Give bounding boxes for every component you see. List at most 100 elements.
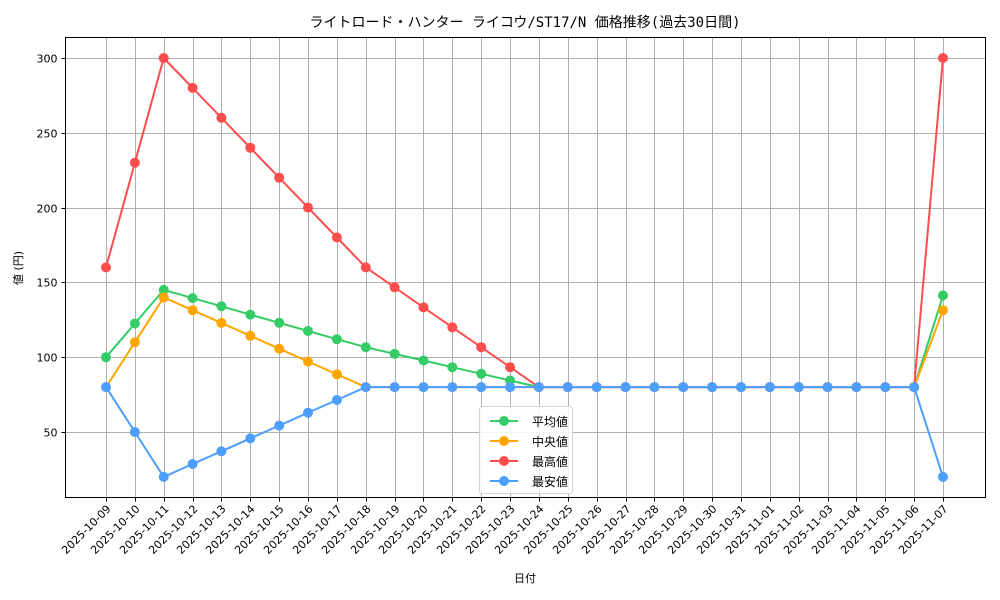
data-point-marker <box>274 420 285 431</box>
series-line <box>105 57 944 389</box>
data-point-marker <box>129 157 140 168</box>
data-point-marker <box>303 326 313 336</box>
data-point-marker <box>187 459 198 469</box>
data-point-marker <box>274 172 285 183</box>
data-point-marker <box>245 433 256 444</box>
data-point-marker <box>389 382 400 393</box>
plot-area <box>65 37 986 498</box>
y-tick-label: 50 <box>44 427 58 440</box>
legend-label: 最高値 <box>532 455 569 469</box>
data-point-marker <box>331 369 342 380</box>
data-point-marker <box>389 282 400 293</box>
data-point-marker <box>216 446 227 457</box>
data-point-marker <box>476 382 487 393</box>
y-tick-label: 100 <box>37 352 58 365</box>
data-point-marker <box>360 342 371 353</box>
data-point-marker <box>187 82 198 93</box>
data-point-marker <box>216 301 227 312</box>
legend-item-median: 中央値 <box>480 431 572 451</box>
data-point-marker <box>880 382 891 393</box>
y-axis-title: 値 (円) <box>12 251 25 285</box>
data-point-marker <box>129 337 140 348</box>
data-point-marker <box>245 142 256 153</box>
data-point-marker <box>418 302 429 313</box>
data-point-marker <box>562 382 573 393</box>
data-point-marker <box>591 382 602 393</box>
data-point-marker <box>129 318 140 329</box>
data-point-marker <box>909 382 920 393</box>
legend-label: 中央値 <box>532 435 569 449</box>
data-point-marker <box>274 343 285 354</box>
y-tick-label: 250 <box>37 128 58 141</box>
legend-marker-icon <box>499 416 509 426</box>
data-point-marker <box>303 202 313 213</box>
data-point-marker <box>101 382 111 393</box>
data-point-marker <box>274 317 285 328</box>
data-point-marker <box>447 362 458 373</box>
data-point-marker <box>938 305 948 316</box>
data-point-marker <box>938 53 948 63</box>
legend-marker-icon <box>499 436 509 446</box>
data-point-marker <box>360 262 371 273</box>
legend-label: 平均値 <box>532 415 569 429</box>
data-point-marker <box>505 382 516 393</box>
y-tick-label: 300 <box>37 53 58 66</box>
data-point-marker <box>505 362 516 373</box>
y-axis: 50 100 150 200 250 300 <box>37 53 66 440</box>
data-point-marker <box>331 395 342 405</box>
x-axis-title: 日付 <box>514 572 536 585</box>
data-point-marker <box>476 368 487 379</box>
data-point-marker <box>533 382 544 393</box>
data-point-marker <box>476 342 487 353</box>
data-point-marker <box>187 293 198 304</box>
data-point-marker <box>649 382 660 393</box>
legend-marker-icon <box>499 476 509 486</box>
data-point-marker <box>331 334 342 345</box>
series-3 <box>101 382 948 482</box>
data-point-marker <box>158 284 169 295</box>
series-line <box>105 296 944 389</box>
data-point-marker <box>303 407 313 418</box>
data-point-marker <box>938 290 948 301</box>
legend: 平均値 中央値 最高値 最安値 <box>479 406 573 494</box>
data-point-marker <box>303 356 313 367</box>
data-point-marker <box>158 471 169 482</box>
data-point-marker <box>822 382 833 393</box>
data-point-marker <box>938 471 948 482</box>
data-point-marker <box>736 382 746 393</box>
data-point-marker <box>764 382 775 393</box>
data-point-marker <box>331 232 342 243</box>
series-2 <box>101 53 948 393</box>
data-point-marker <box>216 317 227 328</box>
data-point-marker <box>245 309 256 320</box>
legend-label: 最安値 <box>532 475 569 489</box>
data-point-marker <box>158 53 169 63</box>
legend-marker-icon <box>499 456 509 466</box>
data-point-marker <box>158 292 169 303</box>
y-tick-label: 200 <box>37 203 58 216</box>
x-axis: 2025-10-092025-10-102025-10-112025-10-12… <box>59 497 951 557</box>
data-point-marker <box>447 382 458 393</box>
data-point-marker <box>101 262 111 273</box>
data-point-marker <box>447 322 458 333</box>
legend-item-average: 平均値 <box>480 411 572 431</box>
data-point-marker <box>129 427 140 437</box>
data-point-marker <box>418 355 429 366</box>
data-point-marker <box>101 352 111 363</box>
y-tick-label: 150 <box>37 277 58 290</box>
data-point-marker <box>707 382 718 393</box>
legend-item-min: 最安値 <box>480 471 572 491</box>
data-point-marker <box>216 112 227 123</box>
data-point-marker <box>678 382 689 393</box>
data-point-marker <box>187 305 198 316</box>
series-line <box>105 288 944 389</box>
legend-item-max: 最高値 <box>480 451 572 471</box>
series-layer <box>101 53 948 482</box>
chart-title: ライトロード・ハンター ライコウ/ST17/N 価格推移(過去30日間) <box>309 15 741 31</box>
data-point-marker <box>620 382 631 393</box>
data-point-marker <box>360 382 371 393</box>
data-point-marker <box>389 348 400 359</box>
data-point-marker <box>245 330 256 341</box>
data-point-marker <box>851 382 862 393</box>
